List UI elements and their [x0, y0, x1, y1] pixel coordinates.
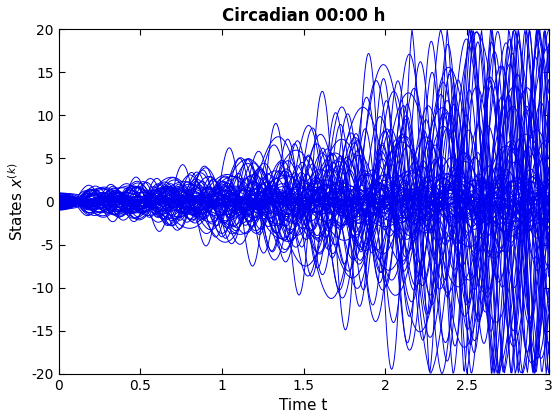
- X-axis label: Time t: Time t: [279, 398, 328, 413]
- Y-axis label: States $x^{(k)}$: States $x^{(k)}$: [7, 162, 26, 241]
- Title: Circadian 00:00 h: Circadian 00:00 h: [222, 7, 385, 25]
